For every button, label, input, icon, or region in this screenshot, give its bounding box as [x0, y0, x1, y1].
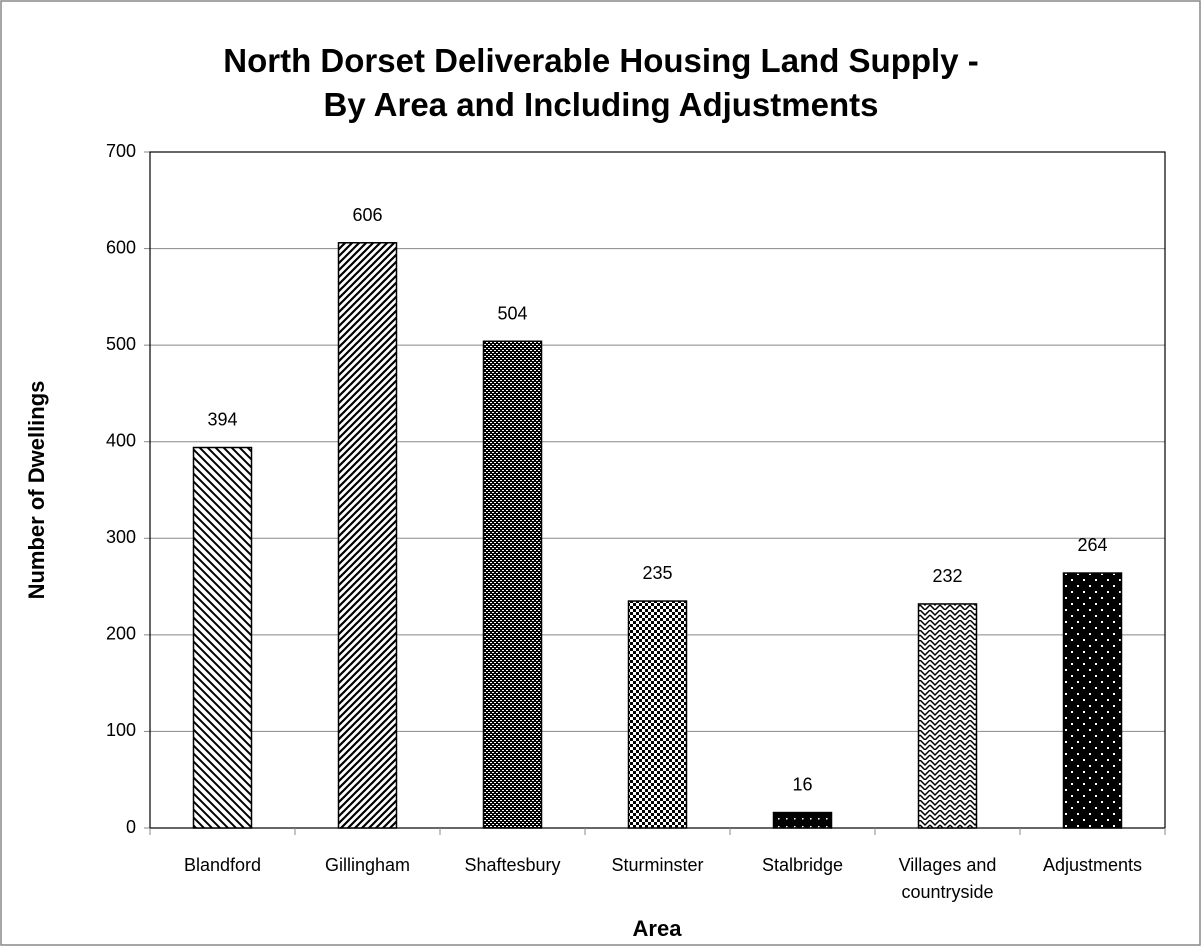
- y-tick-label: 400: [106, 430, 136, 450]
- bar: [917, 603, 978, 829]
- y-tick-label: 100: [106, 720, 136, 740]
- y-axis-title: Number of Dwellings: [24, 381, 49, 600]
- x-tick-label: Adjustments: [1043, 855, 1142, 875]
- data-label: 264: [1077, 535, 1107, 555]
- chart-title: North Dorset Deliverable Housing Land Su…: [223, 42, 978, 79]
- bar: [1062, 572, 1123, 829]
- bar: [192, 446, 253, 829]
- data-label: 232: [932, 566, 962, 586]
- x-tick-label: Gillingham: [325, 855, 410, 875]
- bar: [337, 242, 398, 829]
- x-tick-label: Blandford: [184, 855, 261, 875]
- x-axis-title: Area: [633, 916, 683, 941]
- y-tick-label: 700: [106, 141, 136, 161]
- bar: [482, 340, 543, 829]
- y-tick-label: 600: [106, 237, 136, 257]
- bar: [627, 600, 688, 829]
- x-tick-label: Shaftesbury: [464, 855, 560, 875]
- data-label: 394: [207, 410, 237, 430]
- data-label: 235: [642, 563, 672, 583]
- bar: [772, 811, 833, 829]
- chart-title: By Area and Including Adjustments: [324, 86, 879, 123]
- x-tick-label: Villages and countryside: [899, 855, 997, 902]
- y-tick-label: 0: [126, 817, 136, 837]
- y-tick-label: 200: [106, 624, 136, 644]
- x-tick-label: Stalbridge: [762, 855, 843, 875]
- data-label: 504: [497, 303, 527, 323]
- y-tick-label: 300: [106, 527, 136, 547]
- data-label: 606: [352, 205, 382, 225]
- data-label: 16: [792, 775, 812, 795]
- x-tick-label: Sturminster: [611, 855, 703, 875]
- y-tick-label: 500: [106, 334, 136, 354]
